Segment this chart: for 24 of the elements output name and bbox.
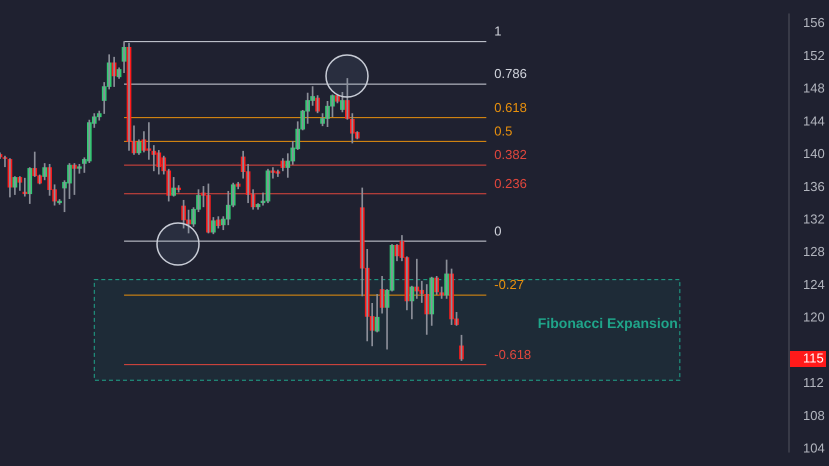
- annotation: 1: [494, 24, 502, 39]
- annotation: 0.5: [494, 123, 512, 138]
- y-tick-label: 104: [803, 440, 825, 456]
- y-tick-label: 144: [803, 113, 825, 128]
- y-tick-label: 108: [803, 408, 825, 423]
- y-tick-label: 156: [803, 15, 825, 30]
- y-tick-label: 124: [803, 276, 825, 292]
- y-tick-label: 128: [803, 244, 825, 260]
- y-tick-label: 140: [803, 146, 825, 162]
- annotation: -0.618: [494, 346, 532, 362]
- y-tick-label: 115: [803, 350, 824, 366]
- annotation: 0.382: [494, 147, 527, 162]
- y-tick-label: 136: [803, 178, 825, 194]
- y-tick-label: 112: [803, 375, 824, 390]
- annotation: 0.618: [494, 100, 527, 115]
- y-tick-label: 120: [803, 310, 825, 325]
- annotation: 0: [494, 223, 502, 238]
- y-tick-label: 152: [803, 48, 825, 63]
- band-label: Fibonacci Expansion: [538, 314, 678, 331]
- annotation: 0.236: [494, 176, 527, 191]
- annotation: 0.786: [494, 66, 527, 82]
- annotation: -0.27: [494, 277, 524, 292]
- y-tick-label: 132: [803, 211, 825, 226]
- y-tick-label: 148: [803, 80, 825, 96]
